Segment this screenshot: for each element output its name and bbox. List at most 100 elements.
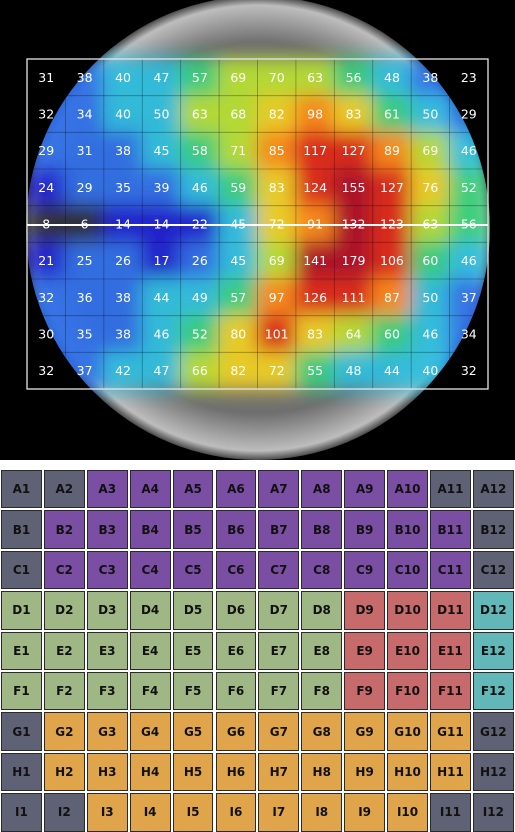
heatmap-cell (179, 314, 221, 354)
heatmap-cell (102, 278, 144, 317)
well-plate-map: A1 A2 A3 A4 A5 A6 A7 A8 A9 A10 A11 A12 B1 B2 B3 B4 B5 B6 B… (0, 470, 515, 832)
heatmap-value-label: 123 (380, 217, 404, 232)
heatmap-cell (371, 131, 413, 170)
heatmap-value-label: 31 (38, 70, 54, 85)
well-E8: E8 (301, 631, 343, 670)
heatmap-cell (294, 168, 336, 207)
heatmap-cell (64, 94, 105, 134)
well-F3: F3 (86, 672, 128, 711)
heatmap-value-label: 82 (269, 107, 285, 122)
heatmap-value-label: 57 (230, 290, 246, 305)
heatmap-value-label: 32 (38, 107, 54, 122)
heatmap-cell (102, 131, 144, 170)
well-I11: I11 (430, 793, 471, 832)
heatmap-value-label: 34 (77, 107, 93, 122)
well-B5: B5 (172, 510, 214, 549)
well-B9: B9 (344, 510, 386, 549)
heatmap-value-label: 132 (342, 217, 366, 232)
heatmap-cell (218, 278, 259, 317)
heatmap-value-label: 48 (384, 70, 400, 85)
heatmap-cell (179, 351, 221, 390)
heatmap-cell (371, 278, 413, 317)
heatmap-cell (26, 241, 67, 280)
heatmap-cell (64, 278, 105, 317)
heatmap-cell (179, 168, 221, 207)
heatmap-value-label: 66 (192, 363, 208, 378)
heatmap-value-label: 127 (342, 143, 366, 158)
heatmap-cell (448, 168, 489, 207)
heatmap-cell (294, 278, 336, 317)
heatmap-value-label: 58 (192, 143, 208, 158)
heatmap-cell (333, 131, 374, 170)
heatmap-value-label: 45 (230, 253, 246, 268)
heatmap-cell (294, 314, 336, 354)
heatmap-value-label: 76 (422, 180, 438, 195)
well-D11: D11 (430, 591, 471, 630)
heatmap-value-label: 29 (38, 143, 54, 158)
heatmap-cell (179, 58, 221, 97)
well-G7: G7 (258, 712, 300, 751)
well-E11: E11 (430, 631, 471, 670)
well-C9: C9 (344, 550, 386, 590)
well-F4: F4 (129, 672, 171, 711)
well-H2: H2 (43, 752, 85, 792)
heatmap-value-label: 63 (192, 107, 208, 122)
heatmap-value-label: 60 (422, 253, 438, 268)
heatmap-value-label: 42 (115, 363, 131, 378)
heatmap-value-label: 14 (115, 217, 131, 232)
heatmap-value-label: 48 (346, 363, 362, 378)
well-C7: C7 (258, 550, 300, 590)
heatmap-cell (333, 241, 374, 280)
well-D1: D1 (1, 591, 42, 630)
well-H12: H12 (472, 752, 514, 792)
well-C1: C1 (1, 550, 42, 590)
heatmap-cell (64, 314, 105, 354)
well-C6: C6 (215, 550, 257, 590)
well-C4: C4 (129, 550, 171, 590)
well-F11: F11 (430, 672, 471, 711)
heatmap-value-label: 29 (461, 107, 477, 122)
heatmap-value-label: 45 (230, 217, 246, 232)
heatmap-value-label: 40 (115, 107, 131, 122)
heatmap-value-label: 127 (380, 180, 404, 195)
heatmap-cell (333, 314, 374, 354)
heatmap-value-label: 46 (192, 180, 208, 195)
heatmap-cell (371, 94, 413, 134)
heatmap-value-label: 69 (422, 143, 438, 158)
heatmap-cell (256, 241, 297, 280)
heatmap-value-label: 83 (307, 327, 323, 342)
well-F1: F1 (1, 672, 42, 711)
well-D12: D12 (472, 591, 514, 630)
heatmap-value-label: 101 (265, 327, 289, 342)
heatmap-value-label: 32 (38, 363, 54, 378)
well-I6: I6 (215, 793, 257, 832)
heatmap-value-label: 47 (154, 70, 170, 85)
heatmap-cell (102, 94, 144, 134)
well-A11: A11 (430, 470, 471, 509)
heatmap-value-label: 80 (230, 327, 246, 342)
heatmap-cell (410, 131, 451, 170)
heatmap-value-label: 50 (422, 107, 438, 122)
heatmap-value-label: 47 (154, 363, 170, 378)
heatmap-value-label: 72 (269, 217, 285, 232)
well-C11: C11 (430, 550, 471, 590)
well-D10: D10 (387, 591, 428, 630)
well-E10: E10 (387, 631, 428, 670)
well-B3: B3 (86, 510, 128, 549)
well-H11: H11 (430, 752, 471, 792)
heatmap-value-label: 40 (422, 363, 438, 378)
heatmap-value-label: 82 (230, 363, 246, 378)
well-B12: B12 (472, 510, 514, 549)
heatmap-value-label: 83 (346, 107, 362, 122)
heatmap-value-label: 26 (192, 253, 208, 268)
heatmap-value-label: 29 (77, 180, 93, 195)
well-F7: F7 (258, 672, 300, 711)
heatmap-cell (410, 94, 451, 134)
heatmap-cell (371, 314, 413, 354)
heatmap-value-label: 32 (461, 363, 477, 378)
well-G1: G1 (1, 712, 42, 751)
well-H6: H6 (215, 752, 257, 792)
well-B11: B11 (430, 510, 471, 549)
heatmap-value-label: 37 (461, 290, 477, 305)
heatmap-cell (294, 94, 336, 134)
